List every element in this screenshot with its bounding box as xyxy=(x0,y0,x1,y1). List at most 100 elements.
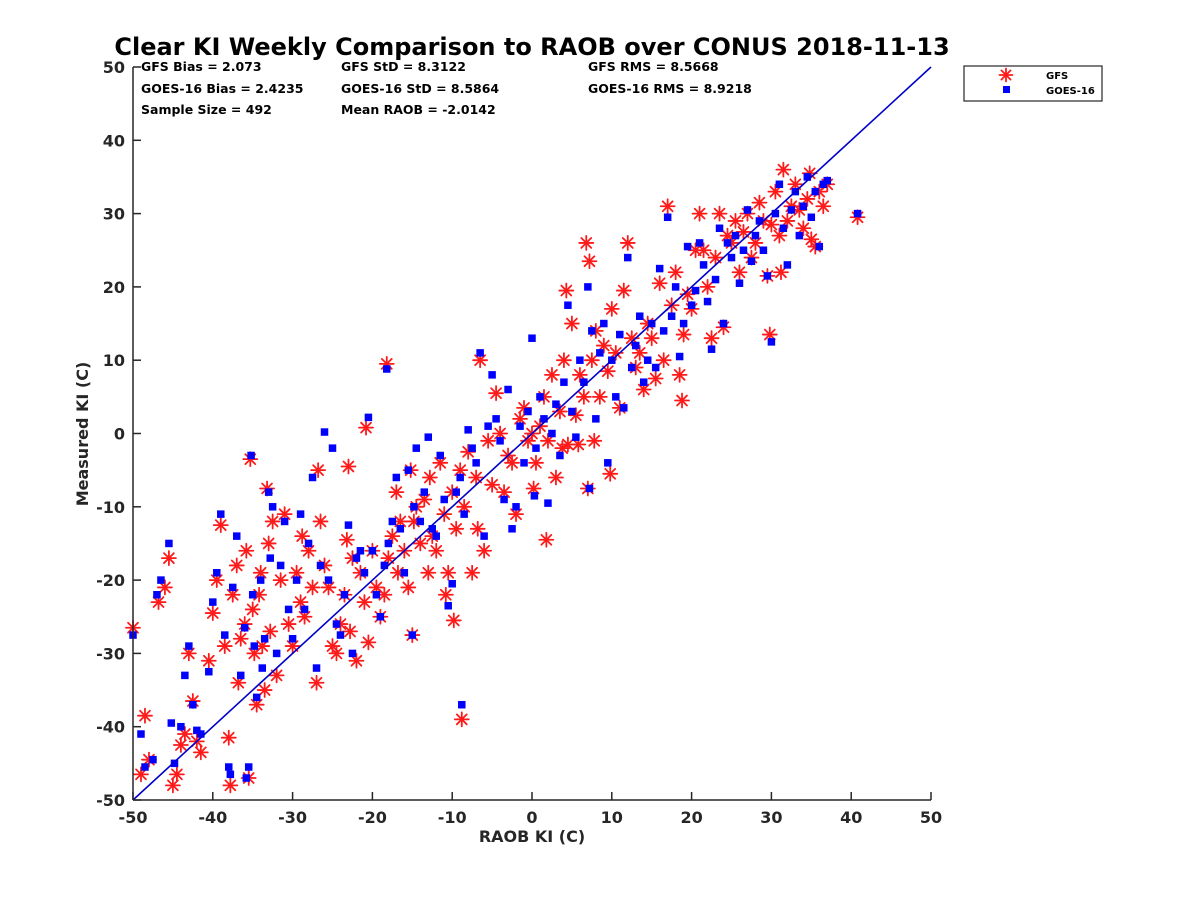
gfs-point xyxy=(244,601,261,618)
goes-16-point xyxy=(232,532,241,540)
goes-16-point xyxy=(767,338,776,346)
gfs-point xyxy=(342,623,358,640)
gfs-point xyxy=(779,213,796,229)
goes-16-point xyxy=(819,180,828,189)
goes-16-point xyxy=(464,426,472,434)
series-gfs xyxy=(125,161,866,794)
gfs-point xyxy=(571,366,588,383)
goes-16-point xyxy=(711,275,720,284)
stat-gfs-std: GFS StD = 8.3122 xyxy=(341,59,466,74)
goes-16-point xyxy=(336,631,345,639)
goes-16-point xyxy=(221,631,229,639)
gfs-point xyxy=(703,330,720,347)
goes-16-point xyxy=(639,378,648,386)
y-tick-label: -20 xyxy=(96,571,125,590)
goes-16-point xyxy=(775,180,784,189)
goes-16-point xyxy=(352,554,361,562)
chart-title: Clear KI Weekly Comparison to RAOB over … xyxy=(114,33,949,61)
gfs-point xyxy=(168,766,185,783)
goes-16-point xyxy=(288,634,297,643)
goes-16-point xyxy=(771,209,780,218)
goes-16-point xyxy=(250,642,259,650)
goes-16-point xyxy=(504,385,512,394)
goes-16-point xyxy=(799,202,808,211)
goes-16-point xyxy=(458,700,466,709)
gfs-point xyxy=(268,667,285,684)
series-goes-16 xyxy=(129,173,862,782)
goes-16-point xyxy=(226,770,235,779)
goes-16-point xyxy=(763,272,772,280)
gfs-point xyxy=(727,213,744,229)
gfs-point xyxy=(137,707,153,724)
goes-16-point xyxy=(568,407,576,416)
goes-16-point xyxy=(304,539,313,548)
gfs-point xyxy=(264,513,281,530)
x-tick-label: 0 xyxy=(526,808,537,827)
x-tick-label: 20 xyxy=(680,808,702,827)
gfs-point xyxy=(751,194,768,211)
gfs-point xyxy=(586,432,603,449)
goes-16-point xyxy=(472,459,480,467)
gfs-point xyxy=(464,564,481,581)
y-tick-label: -30 xyxy=(96,644,125,663)
gfs-point xyxy=(508,506,524,523)
y-ticks: -50 -40 -30 -20 -10 0 10 20 30 40 50 xyxy=(96,58,141,810)
goes-16-point xyxy=(177,722,185,731)
stat-goes-bias: GOES-16 Bias = 2.4235 xyxy=(141,81,303,96)
goes-16-point xyxy=(659,327,668,335)
goes-16-point xyxy=(300,605,309,614)
stat-sample-size: Sample Size = 492 xyxy=(141,102,272,117)
goes-16-point xyxy=(687,301,696,309)
legend-box xyxy=(963,65,1103,102)
gfs-point xyxy=(192,744,209,761)
goes-16-point xyxy=(153,591,161,599)
goes-16-point xyxy=(572,433,580,441)
gfs-point xyxy=(440,564,457,581)
goes-16-point xyxy=(703,297,712,306)
goes-16-point xyxy=(604,459,612,467)
goes-16-point xyxy=(264,488,273,496)
goes-16-point xyxy=(244,763,253,771)
goes-16-point xyxy=(556,451,564,460)
gfs-point xyxy=(711,205,728,222)
legend-goes-square-marker xyxy=(1003,86,1010,93)
goes-16-point xyxy=(624,253,632,262)
x-tick-label: 40 xyxy=(840,808,862,827)
goes-16-point xyxy=(396,525,405,533)
goes-16-point xyxy=(167,719,176,727)
gfs-point xyxy=(773,264,789,281)
y-tick-label: -10 xyxy=(96,498,125,517)
goes-16-point xyxy=(585,484,594,493)
stat-goes-std: GOES-16 StD = 8.5864 xyxy=(341,81,499,96)
goes-16-point xyxy=(707,345,716,353)
gfs-point xyxy=(288,564,305,581)
goes-16-point xyxy=(225,763,233,771)
goes-16-point xyxy=(588,327,596,335)
y-tick-label: -50 xyxy=(96,791,125,810)
gfs-point xyxy=(280,616,297,632)
goes-16-point xyxy=(266,554,275,562)
x-ticks: -50 -40 -30 -20 -10 0 10 20 30 40 50 xyxy=(119,792,942,827)
goes-16-point xyxy=(372,591,381,599)
gfs-point xyxy=(799,191,816,207)
goes-16-point xyxy=(384,539,393,548)
gfs-point xyxy=(619,235,636,251)
stat-gfs-bias: GFS Bias = 2.073 xyxy=(141,59,262,74)
x-tick-label: -20 xyxy=(358,808,387,827)
goes-16-point xyxy=(368,547,377,555)
goes-16-point xyxy=(552,400,560,408)
gfs-point xyxy=(310,462,327,479)
goes-16-point xyxy=(803,173,812,181)
gfs-point xyxy=(312,513,329,530)
goes-16-point xyxy=(217,510,225,518)
gfs-point xyxy=(320,579,337,596)
goes-16-point xyxy=(456,473,464,482)
gfs-point xyxy=(388,484,405,501)
gfs-point xyxy=(591,388,608,405)
goes-16-point xyxy=(620,404,628,412)
gfs-point xyxy=(504,454,520,471)
y-tick-label: -40 xyxy=(96,718,125,737)
goes-16-point xyxy=(436,451,444,460)
gfs-point xyxy=(212,517,229,534)
legend: GFS GOES-16 xyxy=(963,65,1103,102)
